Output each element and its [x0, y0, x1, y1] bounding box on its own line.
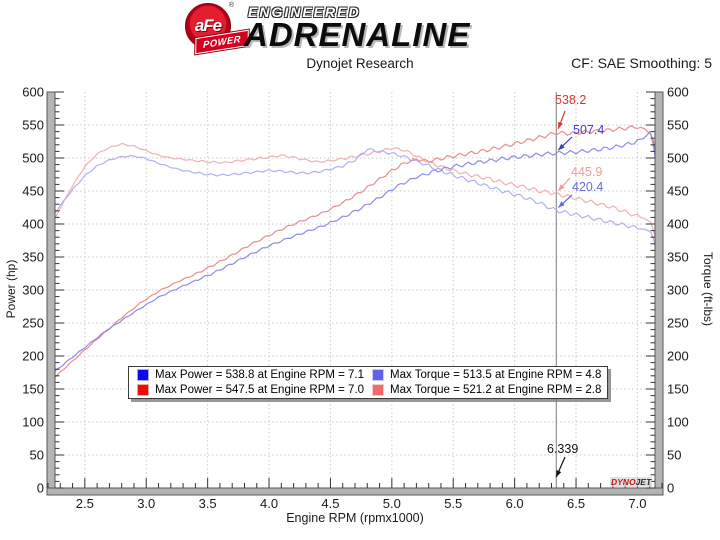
annotation-arrows	[555, 110, 573, 478]
cursor-rpm-readout: 6.339	[547, 442, 579, 456]
cursor-readout-torque-blue: 420.4	[572, 180, 604, 194]
rpm-axis-label: Engine RPM (rpmx1000)	[286, 511, 424, 525]
svg-text:3.5: 3.5	[199, 496, 217, 511]
svg-text:250: 250	[667, 316, 689, 331]
svg-text:450: 450	[22, 184, 44, 199]
legend-swatch	[137, 368, 149, 381]
cursor-readout-torque-red: 445.9	[571, 165, 603, 179]
logo-word-engineered: ENGINEERED	[248, 4, 361, 20]
svg-text:3.0: 3.0	[137, 496, 155, 511]
svg-text:5.5: 5.5	[444, 496, 462, 511]
svg-text:4.5: 4.5	[321, 496, 339, 511]
afe-power-logo: aFe ® POWER ENGINEERED ADRENALINE	[182, 1, 552, 55]
legend: Max Power = 538.8 at Engine RPM = 7.1 Max…	[128, 366, 608, 399]
legend-label: Max Power = 547.5 at Engine RPM = 7.0	[155, 383, 365, 396]
power-red-curve	[47, 124, 658, 384]
svg-text:550: 550	[22, 118, 44, 133]
dynojet-watermark-dyno: DYNO	[611, 477, 636, 487]
svg-text:2.5: 2.5	[76, 496, 94, 511]
svg-text:200: 200	[667, 349, 689, 364]
legend-item: Max Power = 547.5 at Engine RPM = 7.0	[137, 383, 372, 396]
power-axis-label: Power (hp)	[4, 259, 18, 319]
legend-grid: Max Power = 538.8 at Engine RPM = 7.1 Max…	[129, 367, 607, 398]
legend-label: Max Torque = 513.5 at Engine RPM = 4.8	[390, 368, 602, 381]
svg-text:500: 500	[667, 151, 689, 166]
svg-text:7.0: 7.0	[628, 496, 646, 511]
logo-word-adrenaline: ADRENALINE	[244, 16, 471, 53]
svg-text:550: 550	[667, 118, 689, 133]
power-blue-curve	[47, 130, 658, 378]
legend-label: Max Torque = 521.2 at Engine RPM = 2.8	[390, 383, 602, 396]
svg-text:6.0: 6.0	[506, 496, 524, 511]
svg-text:50: 50	[30, 448, 44, 463]
torque-red-curve	[47, 142, 658, 256]
chart-title: Dynojet Research	[306, 56, 414, 71]
legend-item: Max Power = 538.8 at Engine RPM = 7.1	[137, 368, 372, 381]
legend-swatch	[137, 383, 149, 396]
legend-swatch	[372, 383, 384, 396]
svg-text:200: 200	[22, 349, 44, 364]
svg-text:350: 350	[667, 250, 689, 265]
svg-text:400: 400	[667, 217, 689, 232]
tick-labels: 0 0 50 50 100 100 150 150 200 200 250 250 300 300 350 3…	[22, 85, 688, 512]
svg-text:350: 350	[22, 250, 44, 265]
svg-text:100: 100	[22, 415, 44, 430]
svg-text:600: 600	[667, 85, 689, 100]
svg-text:300: 300	[22, 283, 44, 298]
svg-text:250: 250	[22, 316, 44, 331]
legend-swatch	[372, 368, 384, 381]
afe-logo-text: aFe	[194, 16, 222, 35]
svg-text:150: 150	[667, 382, 689, 397]
legend-label: Max Power = 538.8 at Engine RPM = 7.1	[155, 368, 365, 381]
svg-text:300: 300	[667, 283, 689, 298]
svg-text:0: 0	[37, 481, 44, 496]
cursor-readout-power-blue: 507.4	[573, 123, 605, 137]
dynojet-watermark-jet: JET	[635, 477, 652, 487]
svg-text:6.5: 6.5	[567, 496, 585, 511]
svg-text:150: 150	[22, 382, 44, 397]
svg-text:450: 450	[667, 184, 689, 199]
legend-item: Max Torque = 513.5 at Engine RPM = 4.8	[372, 368, 607, 381]
svg-text:4.0: 4.0	[260, 496, 278, 511]
svg-text:500: 500	[22, 151, 44, 166]
cursor-readout-power-red: 538.2	[555, 93, 587, 107]
torque-blue-curve	[47, 147, 658, 261]
legend-item: Max Torque = 521.2 at Engine RPM = 2.8	[372, 383, 607, 396]
svg-text:5.0: 5.0	[383, 496, 401, 511]
registered-mark: ®	[228, 2, 234, 9]
svg-text:600: 600	[22, 85, 44, 100]
torque-axis-label: Torque (ft-lbs)	[701, 251, 715, 327]
axes	[46, 91, 664, 496]
svg-text:50: 50	[667, 448, 681, 463]
svg-text:100: 100	[667, 415, 689, 430]
svg-text:400: 400	[22, 217, 44, 232]
smoothing-label: CF: SAE Smoothing: 5	[571, 55, 712, 71]
svg-text:0: 0	[667, 481, 674, 496]
dynojet-watermark: DYNOJET	[610, 477, 653, 487]
